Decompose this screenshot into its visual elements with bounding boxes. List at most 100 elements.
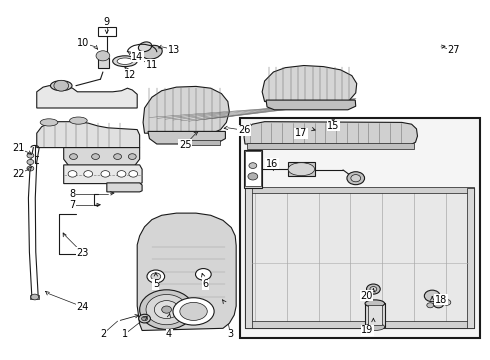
- Circle shape: [154, 301, 179, 319]
- Bar: [244, 150, 262, 188]
- Bar: [98, 58, 109, 68]
- Bar: [368, 305, 382, 325]
- Text: 19: 19: [362, 325, 374, 336]
- Circle shape: [146, 294, 187, 325]
- Circle shape: [249, 163, 257, 168]
- Circle shape: [139, 314, 150, 323]
- Text: 22: 22: [12, 168, 25, 179]
- Polygon shape: [37, 122, 140, 148]
- Polygon shape: [244, 122, 417, 145]
- Circle shape: [370, 287, 377, 292]
- Circle shape: [27, 159, 34, 165]
- Bar: [467, 188, 474, 328]
- Circle shape: [196, 269, 211, 280]
- Circle shape: [424, 290, 440, 302]
- Polygon shape: [148, 131, 225, 144]
- Circle shape: [70, 154, 77, 159]
- Bar: [245, 187, 474, 193]
- Circle shape: [128, 154, 136, 159]
- Bar: [245, 321, 474, 328]
- Text: 13: 13: [168, 45, 180, 55]
- Text: 10: 10: [77, 38, 89, 48]
- Text: 9: 9: [104, 17, 110, 27]
- Text: 11: 11: [146, 60, 158, 70]
- Circle shape: [142, 316, 147, 321]
- Circle shape: [434, 301, 443, 308]
- Polygon shape: [64, 165, 142, 184]
- Text: 16: 16: [266, 159, 278, 169]
- Circle shape: [248, 173, 258, 180]
- Polygon shape: [262, 66, 357, 104]
- Text: 6: 6: [203, 279, 209, 289]
- Bar: [98, 27, 116, 36]
- Circle shape: [351, 175, 361, 182]
- Ellipse shape: [365, 300, 385, 307]
- Polygon shape: [64, 148, 140, 166]
- Bar: [186, 140, 220, 145]
- Text: 20: 20: [360, 291, 373, 301]
- Text: 1: 1: [122, 329, 128, 339]
- Bar: [245, 188, 252, 328]
- Ellipse shape: [365, 323, 385, 330]
- Circle shape: [96, 51, 110, 61]
- Ellipse shape: [138, 42, 152, 52]
- Ellipse shape: [180, 302, 207, 320]
- Text: 24: 24: [76, 302, 89, 312]
- Bar: [240, 118, 480, 338]
- Circle shape: [140, 290, 194, 329]
- Polygon shape: [143, 86, 229, 134]
- Ellipse shape: [288, 163, 315, 176]
- Polygon shape: [266, 100, 356, 110]
- Text: 7: 7: [70, 200, 75, 210]
- Text: 15: 15: [327, 121, 340, 131]
- Circle shape: [347, 172, 365, 185]
- Text: 23: 23: [76, 248, 89, 258]
- Bar: [288, 162, 315, 176]
- Bar: [247, 143, 414, 149]
- Text: 2: 2: [100, 329, 106, 339]
- Text: 5: 5: [153, 279, 159, 289]
- Circle shape: [147, 270, 165, 283]
- Text: 21: 21: [12, 143, 25, 153]
- Text: 27: 27: [447, 45, 460, 55]
- Circle shape: [101, 171, 110, 177]
- Ellipse shape: [113, 56, 137, 67]
- Circle shape: [31, 294, 39, 300]
- Circle shape: [117, 171, 126, 177]
- Ellipse shape: [70, 117, 87, 124]
- Text: 14: 14: [131, 51, 143, 62]
- Polygon shape: [245, 188, 474, 328]
- Text: 12: 12: [123, 70, 136, 80]
- Ellipse shape: [40, 119, 58, 126]
- Circle shape: [162, 306, 172, 313]
- Circle shape: [54, 80, 69, 91]
- Circle shape: [92, 154, 99, 159]
- Polygon shape: [107, 183, 142, 192]
- Bar: [30, 295, 39, 299]
- Circle shape: [27, 153, 34, 158]
- Circle shape: [367, 284, 380, 294]
- Circle shape: [84, 171, 93, 177]
- Polygon shape: [37, 86, 137, 108]
- Circle shape: [114, 154, 122, 159]
- Circle shape: [68, 171, 77, 177]
- Ellipse shape: [50, 81, 72, 91]
- Circle shape: [129, 171, 138, 177]
- Circle shape: [151, 273, 161, 280]
- Polygon shape: [137, 213, 236, 330]
- Text: 26: 26: [238, 125, 250, 135]
- Ellipse shape: [117, 58, 133, 64]
- Circle shape: [27, 166, 34, 171]
- Circle shape: [443, 300, 451, 305]
- Text: 18: 18: [435, 294, 447, 305]
- Text: 3: 3: [227, 329, 233, 339]
- Bar: [365, 303, 385, 327]
- Ellipse shape: [173, 298, 214, 325]
- Text: 8: 8: [70, 189, 75, 199]
- Bar: [245, 151, 261, 186]
- Text: 17: 17: [294, 128, 307, 138]
- Text: 25: 25: [179, 140, 192, 150]
- Text: 4: 4: [166, 329, 172, 339]
- Ellipse shape: [142, 45, 162, 59]
- Circle shape: [427, 303, 434, 308]
